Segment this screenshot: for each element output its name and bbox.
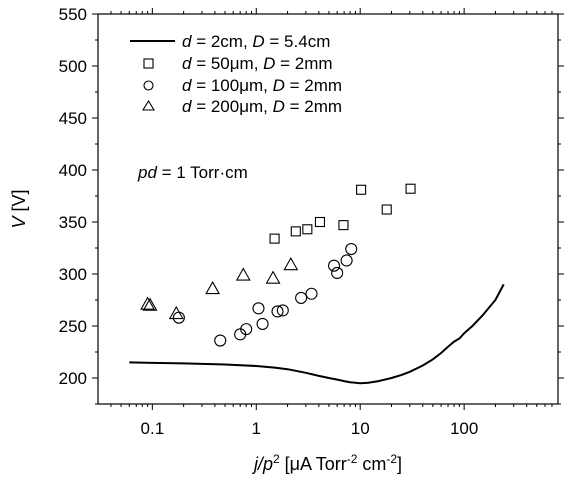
data-point-circle <box>214 334 227 347</box>
series-line-d2cm <box>129 283 505 385</box>
data-point-triangle <box>205 280 221 295</box>
data-point-square <box>405 183 416 194</box>
data-point-circle <box>295 291 308 304</box>
legend-triangle-marker <box>142 99 155 111</box>
data-point-circle <box>276 304 289 317</box>
data-point-triangle <box>235 267 251 281</box>
legend-label-3: d = 100μm, D = 2mm <box>182 76 342 95</box>
data-point-square <box>314 216 326 228</box>
y-tick-label: 350 <box>59 213 87 232</box>
data-point-circle <box>345 242 358 256</box>
legend: d = 2cm, D = 5.4cm d = 50μm, D = 2mm d =… <box>130 32 342 116</box>
data-point-triangle <box>168 305 184 320</box>
pd-annotation: pd = 1 Torr·cm <box>137 163 248 182</box>
data-point-square <box>338 220 349 231</box>
data-point-circle <box>240 323 253 336</box>
x-tick-label: 10 <box>351 419 370 438</box>
y-tick-label: 550 <box>59 5 87 24</box>
legend-circle-marker <box>143 80 154 91</box>
x-tick-label: 100 <box>450 419 478 438</box>
data-point-triangle <box>140 296 156 310</box>
data-point-square <box>381 204 392 215</box>
y-tick-label: 200 <box>59 369 87 388</box>
y-tick-label: 450 <box>59 109 87 128</box>
legend-square-marker <box>143 58 154 69</box>
data-point-circle <box>271 305 284 318</box>
plot-marks <box>129 183 505 385</box>
x-tick-label: 1 <box>252 419 261 438</box>
data-point-triangle <box>265 270 281 284</box>
y-tick-label: 250 <box>59 317 87 336</box>
data-point-circle <box>331 266 344 280</box>
data-point-circle <box>327 259 341 272</box>
plot-frame <box>97 13 559 405</box>
x-axis-title: j/p2 [μA Torr-2 cm-2] <box>251 452 402 474</box>
data-point-square <box>290 226 301 237</box>
data-point-square <box>269 233 280 244</box>
y-tick-label: 500 <box>59 57 87 76</box>
y-axis-title: V [V] <box>9 189 29 228</box>
data-point-square <box>302 224 313 235</box>
x-tick-label: 0.1 <box>141 419 165 438</box>
data-point-triangle <box>283 257 299 271</box>
data-point-circle <box>256 317 269 330</box>
data-point-triangle <box>142 297 158 311</box>
legend-label-4: d = 200μm, D = 2mm <box>182 97 342 116</box>
legend-label-2: d = 50μm, D = 2mm <box>182 54 333 73</box>
data-point-square <box>356 184 367 195</box>
y-tick-label: 300 <box>59 265 87 284</box>
legend-label-1: d = 2cm, D = 5.4cm <box>182 32 330 51</box>
y-tick-label: 400 <box>59 161 87 180</box>
data-point-circle <box>252 302 265 315</box>
data-point-circle <box>305 287 318 300</box>
data-point-circle <box>340 254 353 267</box>
axes: 200 250 300 350 400 450 500 550 0.1 1 10 100 <box>59 5 564 438</box>
